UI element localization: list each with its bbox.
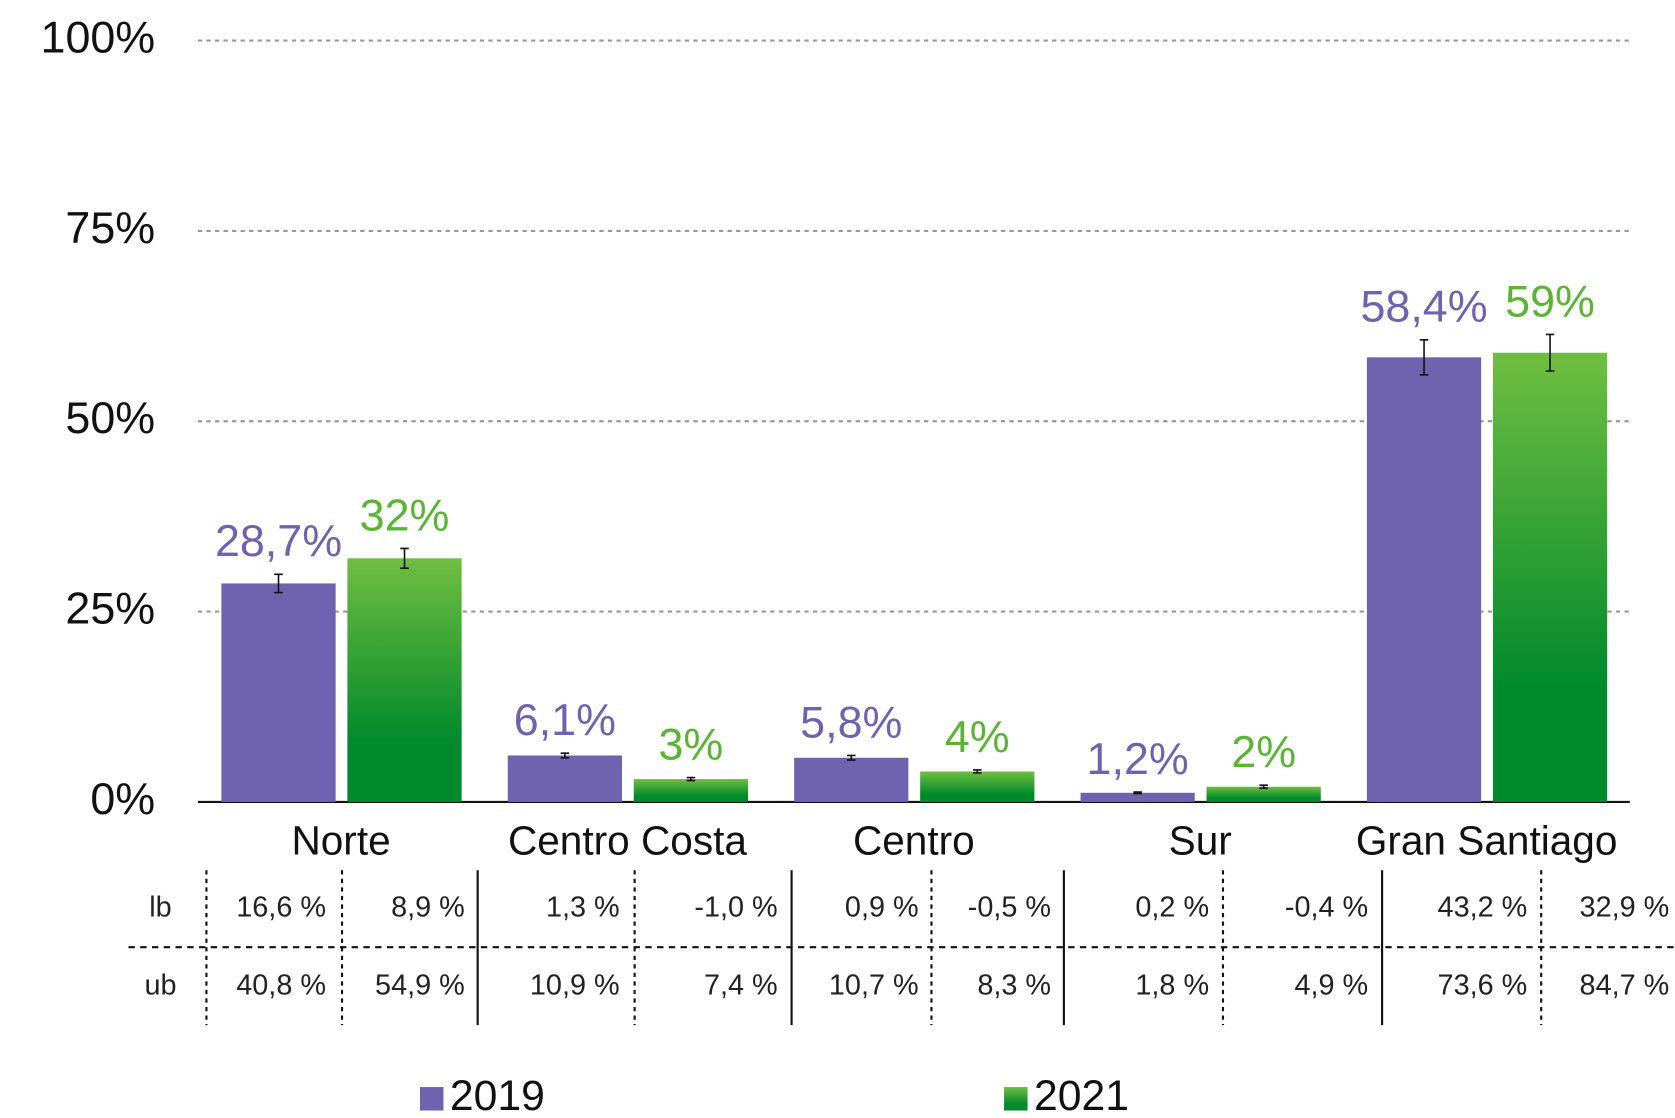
table-cell: 10,9 % xyxy=(530,969,620,1001)
legend-swatch xyxy=(419,1087,444,1111)
table-cell: 1,3 % xyxy=(546,891,620,923)
y-tick-label: 25% xyxy=(65,582,155,633)
value-label: 2% xyxy=(1231,726,1296,777)
value-label: 32% xyxy=(360,489,450,540)
x-tick-label: Norte xyxy=(291,817,390,863)
x-tick-label: Gran Santiago xyxy=(1356,817,1618,863)
table-cell: 10,7 % xyxy=(829,969,919,1001)
table-cell: 1,8 % xyxy=(1135,969,1209,1001)
x-tick-label: Sur xyxy=(1169,817,1232,863)
error-bar xyxy=(1545,333,1555,372)
error-bar xyxy=(973,769,982,774)
y-tick-label: 100% xyxy=(41,11,156,62)
error-bar xyxy=(400,547,409,569)
y-tick-label: 75% xyxy=(65,202,155,253)
error-bar xyxy=(1133,791,1142,795)
y-tick-label: 0% xyxy=(90,773,155,824)
error-bar xyxy=(847,754,856,761)
value-label: 3% xyxy=(658,719,723,770)
table-cell: -0,4 % xyxy=(1285,891,1368,923)
row-label: lb xyxy=(149,891,171,923)
legend-label: 2021 xyxy=(1034,1072,1129,1118)
y-tick-label: 50% xyxy=(65,392,155,443)
table-cell: 8,3 % xyxy=(977,969,1051,1001)
bar xyxy=(633,779,749,802)
row-label: ub xyxy=(144,969,176,1001)
error-bar xyxy=(274,573,283,594)
table-cell: 8,9 % xyxy=(391,891,465,923)
table-cell: 16,6 % xyxy=(236,891,326,923)
table-cell: 7,4 % xyxy=(704,969,778,1001)
table-cell: -0,5 % xyxy=(968,891,1051,923)
value-label: 28,7% xyxy=(215,515,342,566)
bar xyxy=(794,757,909,802)
x-tick-label: Centro xyxy=(853,817,975,863)
value-label: 59% xyxy=(1505,275,1595,326)
value-label: 4% xyxy=(945,711,1010,762)
bar xyxy=(221,583,336,802)
table-cell: 54,9 % xyxy=(375,969,465,1001)
bar xyxy=(920,771,1035,802)
value-label: 58,4% xyxy=(1360,281,1487,332)
table-cell: 0,9 % xyxy=(845,891,919,923)
table-cell: -1,0 % xyxy=(694,891,777,923)
bar xyxy=(1492,352,1608,802)
bar xyxy=(1080,792,1195,802)
table-cell: 43,2 % xyxy=(1438,891,1528,923)
table-cell: 73,6 % xyxy=(1438,969,1528,1001)
table-cell: 32,9 % xyxy=(1580,891,1670,923)
error-bar xyxy=(1259,784,1268,790)
table-cell: 40,8 % xyxy=(236,969,326,1001)
legend-swatch xyxy=(1004,1087,1028,1111)
bar xyxy=(347,558,462,802)
value-label: 6,1% xyxy=(514,694,616,745)
legend-label: 2019 xyxy=(450,1072,545,1118)
value-label: 1,2% xyxy=(1087,733,1189,784)
x-tick-label: Centro Costa xyxy=(508,817,747,863)
bar xyxy=(507,755,623,802)
bar xyxy=(1206,786,1321,802)
error-bar xyxy=(1419,338,1429,376)
error-bar xyxy=(560,752,570,759)
error-bar xyxy=(686,776,696,782)
table-cell: 4,9 % xyxy=(1294,969,1368,1001)
value-label: 5,8% xyxy=(800,696,902,747)
table-cell: 0,2 % xyxy=(1135,891,1209,923)
table-cell: 84,7 % xyxy=(1580,969,1670,1001)
bar xyxy=(1366,357,1482,802)
